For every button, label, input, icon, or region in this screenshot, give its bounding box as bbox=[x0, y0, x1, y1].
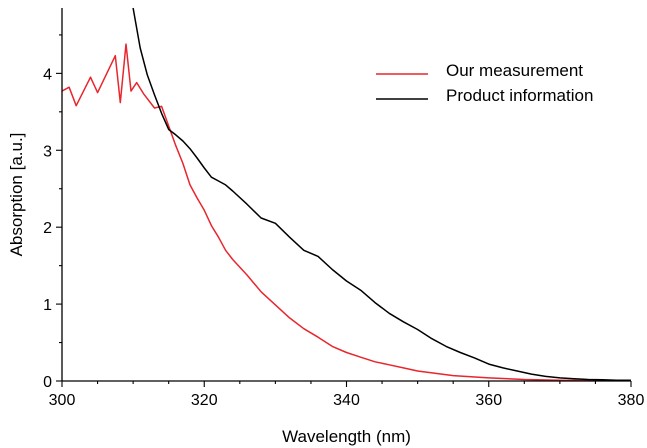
x-tick-label: 320 bbox=[191, 392, 218, 409]
x-tick-label: 380 bbox=[618, 392, 645, 409]
x-tick-label: 340 bbox=[333, 392, 360, 409]
legend: Our measurement Product information bbox=[376, 61, 593, 105]
x-tick-label: 300 bbox=[49, 392, 76, 409]
x-axis-label: Wavelength (nm) bbox=[282, 427, 411, 446]
y-axis-label: Absorption [a.u.] bbox=[7, 133, 26, 257]
x-tick-label: 360 bbox=[475, 392, 502, 409]
y-tick-label: 4 bbox=[43, 66, 52, 83]
y-tick-label: 0 bbox=[43, 374, 52, 391]
y-tick-label: 3 bbox=[43, 143, 52, 160]
legend-label: Our measurement bbox=[446, 61, 583, 80]
y-tick-label: 1 bbox=[43, 297, 52, 314]
y-tick-label: 2 bbox=[43, 220, 52, 237]
legend-label: Product information bbox=[446, 86, 593, 105]
